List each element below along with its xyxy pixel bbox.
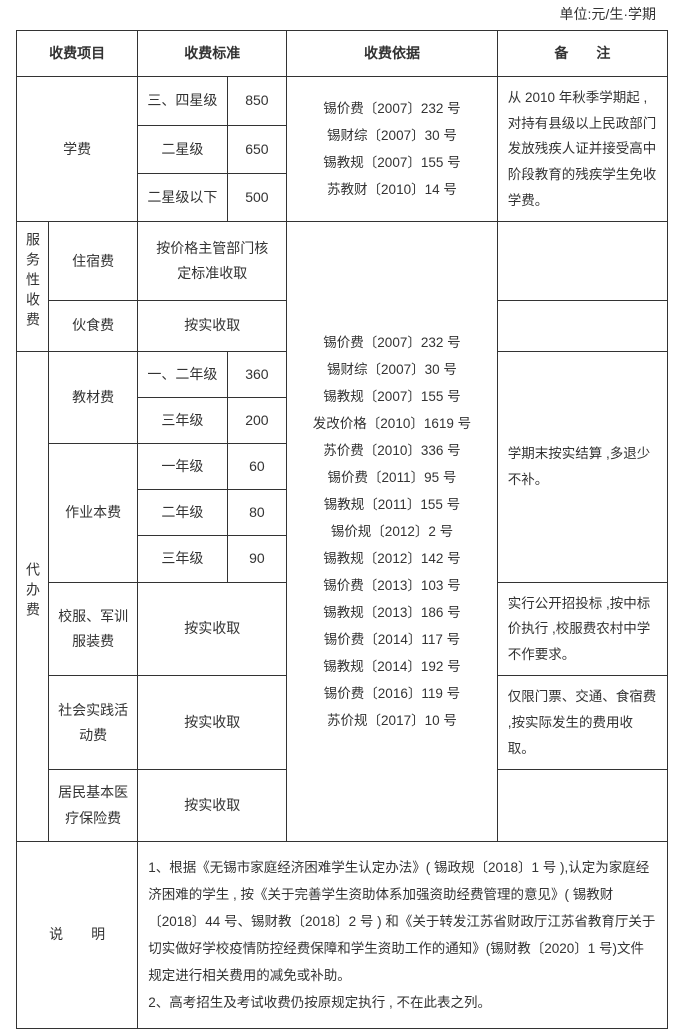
explain-label: 说 明	[17, 841, 138, 1028]
row-note	[497, 770, 667, 841]
row-standard: 按实收取	[138, 770, 287, 841]
row-standard: 按价格主管部门核定标准收取	[138, 222, 287, 300]
tier-amount: 200	[227, 397, 287, 443]
practice-label: 社会实践活动费	[48, 676, 137, 770]
tier-name: 二星级	[138, 125, 227, 173]
explain-text: 1、根据《无锡市家庭经济困难学生认定办法》( 锡政规〔2018〕1 号 ),认定…	[138, 841, 668, 1028]
table-row: 学费 三、四星级 850 锡价费〔2007〕232 号锡财综〔2007〕30 号…	[17, 77, 668, 125]
tier-amount: 500	[227, 173, 287, 221]
fee-table: 收费项目 收费标准 收费依据 备 注 学费 三、四星级 850 锡价费〔2007…	[16, 30, 668, 1029]
table-header-row: 收费项目 收费标准 收费依据 备 注	[17, 31, 668, 77]
table-row: 说 明 1、根据《无锡市家庭经济困难学生认定办法》( 锡政规〔2018〕1 号 …	[17, 841, 668, 1028]
tier-name: 三年级	[138, 397, 227, 443]
header-item: 收费项目	[17, 31, 138, 77]
tuition-basis: 锡价费〔2007〕232 号锡财综〔2007〕30 号锡教规〔2007〕155 …	[287, 77, 498, 222]
row-note	[497, 222, 667, 300]
tuition-note: 从 2010 年秋季学期起 ,对持有县级以上民政部门发放残疾人证并接受高中阶段教…	[497, 77, 667, 222]
row-standard: 按实收取	[138, 676, 287, 770]
tier-amount: 90	[227, 536, 287, 582]
agency-group-label: 代办费	[17, 351, 49, 841]
row-standard: 按实收取	[138, 582, 287, 676]
unit-label: 单位:元/生·学期	[16, 4, 668, 30]
agency-basis: 锡价费〔2007〕232 号锡财综〔2007〕30 号锡教规〔2007〕155 …	[287, 222, 498, 841]
tier-name: 三、四星级	[138, 77, 227, 125]
header-standard: 收费标准	[138, 31, 287, 77]
service-group-label: 服务性收费	[17, 222, 49, 351]
row-label: 住宿费	[48, 222, 137, 300]
period-note: 学期末按实结算 ,多退少不补。	[497, 351, 667, 582]
row-note: 仅限门票、交通、食宿费 ,按实际发生的费用收取。	[497, 676, 667, 770]
row-note: 实行公开招投标 ,按中标价执行 ,校服费农村中学不作要求。	[497, 582, 667, 676]
row-label: 伙食费	[48, 300, 137, 351]
header-basis: 收费依据	[287, 31, 498, 77]
textbook-label: 教材费	[48, 351, 137, 443]
tier-amount: 60	[227, 443, 287, 489]
tier-amount: 850	[227, 77, 287, 125]
insurance-label: 居民基本医疗保险费	[48, 770, 137, 841]
workbook-label: 作业本费	[48, 443, 137, 582]
tier-name: 一年级	[138, 443, 227, 489]
header-note: 备 注	[497, 31, 667, 77]
tier-name: 一、二年级	[138, 351, 227, 397]
table-row: 服务性收费 住宿费 按价格主管部门核定标准收取 锡价费〔2007〕232 号锡财…	[17, 222, 668, 300]
tier-name: 三年级	[138, 536, 227, 582]
uniform-label: 校服、军训服装费	[48, 582, 137, 676]
tier-name: 二星级以下	[138, 173, 227, 221]
tier-amount: 80	[227, 490, 287, 536]
tuition-label: 学费	[17, 77, 138, 222]
tier-amount: 650	[227, 125, 287, 173]
tier-amount: 360	[227, 351, 287, 397]
tier-name: 二年级	[138, 490, 227, 536]
row-note	[497, 300, 667, 351]
row-standard: 按实收取	[138, 300, 287, 351]
